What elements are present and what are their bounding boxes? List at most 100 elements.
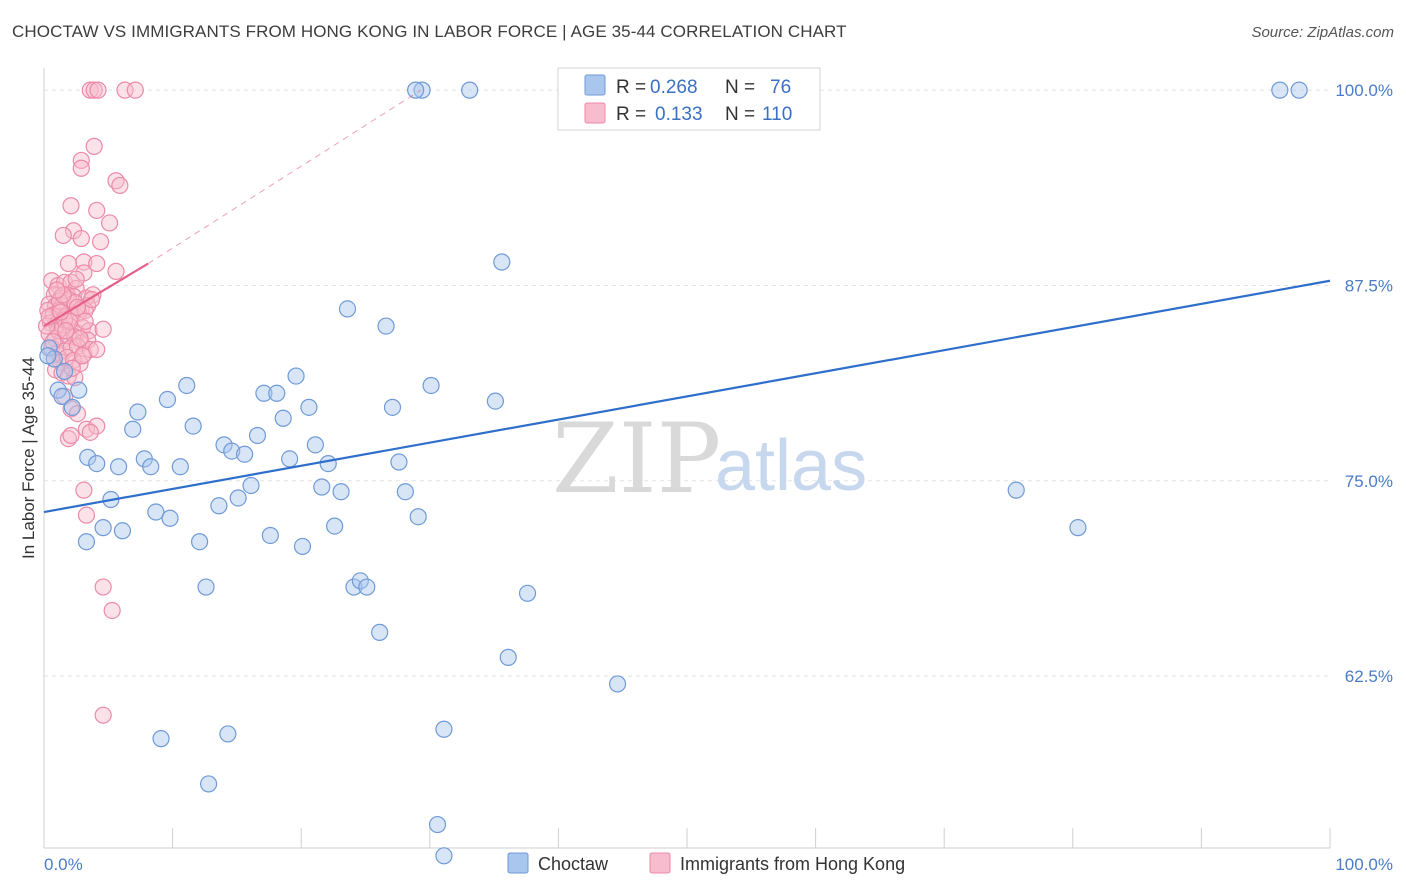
choctaw-point	[1069, 519, 1087, 537]
choctaw-point	[94, 519, 112, 537]
choctaw-point	[55, 362, 74, 380]
hk-point	[67, 270, 85, 288]
hk-point	[48, 281, 66, 299]
hk-point	[57, 322, 75, 340]
trend-lines	[43, 89, 1331, 514]
choctaw-point	[147, 503, 165, 521]
y-tick-label: 100.0%	[1335, 81, 1393, 100]
hk-point	[85, 137, 103, 155]
choctaw-points	[39, 81, 1308, 865]
hk-point	[107, 262, 125, 280]
choctaw-point	[390, 453, 408, 471]
hk-point	[94, 578, 112, 596]
choctaw-trend-line	[43, 279, 1331, 514]
choctaw-point	[461, 81, 479, 99]
hk-point	[126, 81, 144, 99]
y-tick-label: 75.0%	[1345, 472, 1393, 491]
stats-legend: R = 0.268 N = 76 R = 0.133 N = 110	[557, 67, 821, 131]
choctaw-point	[493, 253, 511, 271]
choctaw-point	[407, 81, 425, 99]
legend-swatch-hk	[584, 102, 606, 124]
hk-point	[88, 201, 106, 220]
hk-trend-line	[43, 262, 149, 328]
choctaw-point	[197, 578, 215, 596]
choctaw-point	[210, 497, 228, 515]
hk-point	[81, 423, 99, 441]
legend-n-value-1: 76	[770, 77, 791, 98]
choctaw-point	[39, 347, 57, 365]
legend-r-value-1: 0.268	[650, 77, 698, 98]
choctaw-point	[486, 392, 504, 410]
hk-trend-extension	[147, 89, 422, 265]
hk-point	[85, 81, 103, 99]
choctaw-point	[274, 409, 292, 427]
series-legend-label-hk: Immigrants from Hong Kong	[680, 854, 905, 874]
choctaw-point	[383, 398, 402, 416]
choctaw-point	[79, 448, 97, 466]
hk-point	[111, 176, 129, 195]
choctaw-point	[200, 775, 218, 793]
hk-point	[77, 506, 96, 524]
hk-point	[72, 159, 90, 177]
hk-point	[59, 429, 78, 448]
hk-point	[94, 320, 112, 338]
source-credit: Source: ZipAtlas.com	[1251, 24, 1394, 41]
watermark-atlas: atlas	[715, 426, 867, 506]
choctaw-point	[1271, 81, 1289, 99]
series-legend: Choctaw Immigrants from Hong Kong	[507, 852, 905, 874]
choctaw-point	[422, 376, 440, 395]
legend-n-value-2: 110	[762, 104, 792, 125]
choctaw-point	[229, 489, 247, 507]
choctaw-point	[608, 675, 627, 693]
choctaw-point	[236, 445, 254, 463]
y-tick-label: 87.5%	[1345, 276, 1393, 295]
choctaw-point	[178, 376, 196, 395]
hk-point	[88, 340, 106, 359]
choctaw-point	[377, 317, 395, 335]
hk-point	[71, 329, 89, 348]
choctaw-point	[287, 367, 305, 385]
choctaw-point	[1007, 481, 1025, 499]
choctaw-point	[171, 458, 189, 476]
choctaw-point	[499, 648, 517, 666]
choctaw-point	[358, 578, 376, 596]
choctaw-point	[268, 384, 286, 402]
chart-title: CHOCTAW VS IMMIGRANTS FROM HONG KONG IN …	[12, 22, 847, 41]
choctaw-point	[435, 847, 453, 865]
legend-n-label-2: N =	[725, 104, 755, 125]
choctaw-point	[281, 450, 299, 468]
hk-point	[62, 197, 80, 215]
choctaw-point	[261, 526, 279, 545]
choctaw-point	[242, 476, 260, 495]
choctaw-point	[351, 572, 369, 590]
hk-point	[89, 81, 107, 99]
choctaw-point	[345, 578, 363, 596]
watermark-zip: ZIP	[552, 403, 721, 515]
legend-r-value-2: 0.133	[655, 104, 703, 125]
choctaw-point	[88, 454, 106, 473]
x-tick-label: 100.0%	[1335, 855, 1393, 874]
legend-swatch-choctaw	[584, 74, 606, 96]
hk-point	[72, 229, 90, 248]
hk-point	[100, 214, 119, 232]
watermark: ZIP atlas	[552, 403, 867, 515]
hk-point	[94, 706, 112, 724]
choctaw-point	[332, 483, 350, 501]
choctaw-point	[326, 517, 344, 535]
axes	[43, 68, 1331, 849]
hk-point	[75, 481, 93, 499]
choctaw-point	[371, 623, 389, 641]
choctaw-point	[158, 390, 177, 409]
choctaw-point	[53, 387, 71, 406]
hk-point	[103, 601, 121, 620]
gridlines	[44, 89, 1330, 677]
series-legend-swatch-choctaw	[507, 852, 529, 874]
choctaw-point	[142, 458, 160, 476]
hk-point	[73, 347, 92, 365]
series-legend-label-choctaw: Choctaw	[538, 854, 609, 874]
y-axis-title: In Labor Force | Age 35-44	[19, 357, 38, 559]
hk-point	[91, 233, 110, 251]
hk-point	[88, 254, 106, 273]
choctaw-point	[518, 584, 537, 602]
choctaw-point	[191, 533, 209, 551]
